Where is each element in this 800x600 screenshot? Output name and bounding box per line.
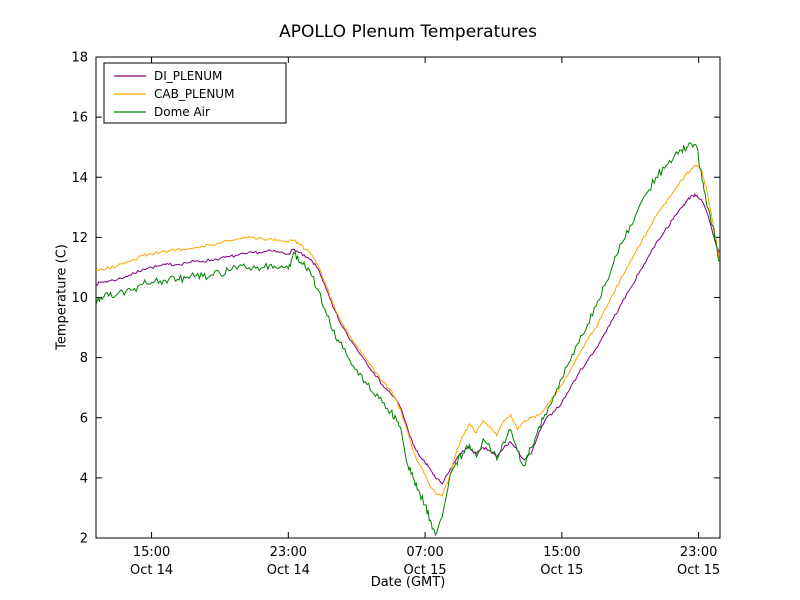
y-tick-label: 8 [80,351,88,366]
series-line-di-plenum [96,192,720,485]
chart-title: APOLLO Plenum Temperatures [279,22,537,42]
x-tick-label-time: 23:00 [680,545,717,560]
y-tick-label: 6 [80,411,88,426]
legend: DI_PLENUM CAB_PLENUM Dome Air [103,62,287,124]
legend-label: Dome Air [154,105,210,119]
legend-label: DI_PLENUM [154,69,222,83]
y-tick-label: 4 [80,471,88,486]
x-tick-label-time: 07:00 [406,545,443,560]
x-ticks: 15:00 Oct 14 23:00 Oct 14 07:00 Oct 15 15:00 Oc… [130,57,720,578]
legend-label: CAB_PLENUM [154,87,234,101]
y-tick-label: 16 [71,111,88,126]
y-tick-label: 2 [80,532,88,547]
x-axis-label: Date (GMT) [370,575,446,590]
series-line-dome-air [96,142,720,537]
x-tick-label-date: Oct 15 [677,563,720,578]
x-tick-label-date: Oct 14 [130,563,173,578]
series-lines [96,142,720,537]
x-tick-label-time: 15:00 [133,545,170,560]
y-tick-label: 12 [71,231,88,246]
legend-box [103,62,287,124]
x-tick-label-date: Oct 14 [267,563,310,578]
y-tick-label: 10 [71,291,88,306]
y-tick-label: 14 [71,171,88,186]
x-tick-label-date: Oct 15 [404,563,447,578]
y-ticks: 2 4 6 8 10 12 14 16 18 [71,51,720,547]
y-tick-label: 18 [71,51,88,66]
x-tick-label-time: 15:00 [543,545,580,560]
x-tick-label-time: 23:00 [270,545,307,560]
x-tick-label-date: Oct 15 [540,563,583,578]
y-axis-label: Temperature (C) [54,244,70,350]
series-line-cab-plenum [96,164,720,497]
